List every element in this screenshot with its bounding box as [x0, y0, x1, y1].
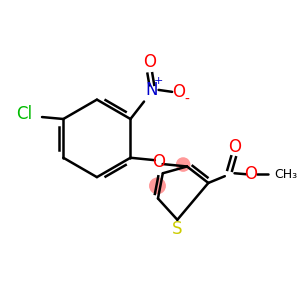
Text: O: O	[143, 53, 156, 71]
Text: O: O	[244, 165, 257, 183]
Text: S: S	[172, 220, 183, 238]
Circle shape	[177, 158, 190, 171]
Text: O: O	[152, 153, 165, 171]
Text: CH₃: CH₃	[274, 168, 297, 181]
Text: -: -	[184, 93, 189, 106]
Text: N: N	[146, 81, 158, 99]
Circle shape	[150, 178, 165, 194]
Text: O: O	[172, 83, 185, 101]
Text: +: +	[154, 76, 163, 86]
Text: O: O	[228, 138, 241, 156]
Text: Cl: Cl	[16, 105, 33, 123]
